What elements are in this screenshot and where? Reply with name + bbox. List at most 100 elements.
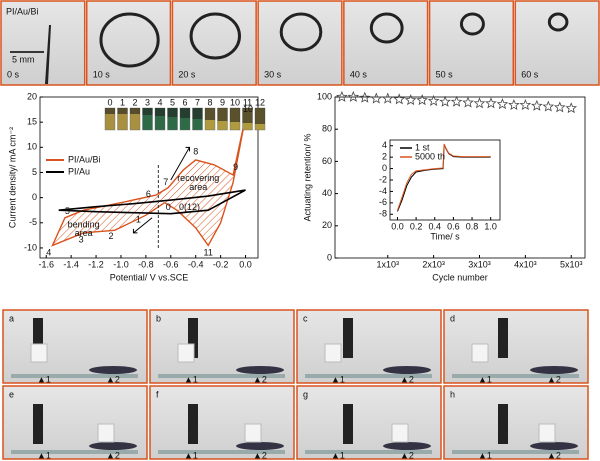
x-axis-label: Time/ s — [430, 231, 460, 241]
star-marker — [450, 95, 463, 107]
y-tick-label: 20 — [322, 220, 332, 230]
legend-label: 5000 th — [415, 151, 445, 161]
star-marker — [462, 96, 474, 108]
gripper — [188, 318, 198, 358]
film-ring — [189, 12, 241, 60]
platform — [11, 374, 138, 378]
y-tick-label: 100 — [317, 91, 332, 101]
y-tick-label: 80 — [322, 124, 332, 134]
arrow — [170, 146, 190, 181]
arrow — [132, 217, 153, 234]
star-marker — [485, 97, 497, 109]
legend-label: PI/Au/Bi — [68, 154, 101, 164]
target-block — [89, 442, 137, 450]
target-block — [530, 366, 578, 374]
star-marker — [553, 101, 566, 113]
star-marker — [393, 93, 406, 105]
star-marker — [370, 92, 382, 104]
marker-label: ▲1 — [37, 450, 51, 460]
y-tick-label: 0 — [32, 192, 37, 202]
star-marker — [404, 94, 417, 106]
object — [30, 343, 48, 363]
annotation: area — [189, 182, 207, 192]
gripper — [33, 318, 43, 358]
platform — [452, 450, 579, 454]
x-tick-label: 4x10³ — [514, 259, 537, 269]
y-tick-label: 60 — [322, 156, 332, 166]
annotation: 0(12) — [179, 202, 200, 212]
annotation: recovering — [177, 173, 219, 183]
platform — [452, 374, 579, 378]
x-tick-label: 0.2 — [410, 221, 423, 231]
legend-label: 1 st — [415, 142, 430, 152]
gripper — [498, 318, 508, 358]
marker-label: ▲2 — [400, 374, 414, 384]
strip-number: 0 — [107, 97, 112, 107]
star-marker — [347, 90, 360, 102]
x-axis-label: Potential/ V vs.SCE — [110, 272, 189, 282]
platform — [158, 450, 285, 454]
panel-letter: c — [303, 313, 308, 323]
x-tick-label: 1x10³ — [376, 259, 399, 269]
star-marker — [519, 99, 532, 110]
strip-number: 6 — [182, 97, 187, 107]
object — [177, 343, 195, 363]
time-label: 0 s — [7, 69, 20, 79]
x-tick-label: 0.0 — [239, 259, 252, 269]
time-label: 40 s — [350, 69, 368, 79]
panel-letter: b — [156, 313, 161, 323]
marker-label: ▲2 — [106, 374, 120, 384]
strip-top — [130, 108, 140, 114]
annotation: 10 — [243, 104, 253, 114]
x-tick-label: 0.4 — [428, 221, 441, 231]
strip-top — [155, 108, 165, 116]
object — [244, 423, 262, 443]
time-label: 10 s — [93, 69, 111, 79]
film-ring — [547, 12, 569, 32]
x-axis-label: Cycle number — [432, 272, 488, 282]
marker-label: ▲2 — [253, 374, 267, 384]
annotation: area — [75, 228, 93, 238]
y-axis-label: Current density/ mA cm⁻² — [7, 127, 17, 228]
legend-label: PI/Au — [68, 166, 90, 176]
strip-number: 1 — [120, 97, 125, 107]
star-marker — [531, 99, 543, 111]
x-tick-label: -1.4 — [63, 259, 79, 269]
strip-top — [205, 108, 215, 120]
star-marker — [439, 95, 451, 107]
x-tick-label: 0.8 — [466, 221, 479, 231]
x-tick-label: -1.2 — [88, 259, 104, 269]
star-marker — [542, 100, 555, 112]
annotation: 3 — [79, 234, 84, 244]
star-marker — [565, 102, 578, 114]
target-block — [383, 366, 431, 374]
star-marker — [508, 99, 520, 110]
marker-label: ▲2 — [547, 450, 561, 460]
time-label: 50 s — [436, 69, 454, 79]
star-marker — [336, 90, 348, 102]
gripper — [33, 404, 43, 444]
marker-label: ▲2 — [253, 450, 267, 460]
annotation: 1 — [136, 215, 141, 225]
object — [538, 423, 556, 443]
bending-hatch — [52, 117, 246, 246]
film-strip — [45, 25, 51, 84]
annotation: bending — [68, 220, 100, 230]
gripper — [343, 318, 353, 358]
y-tick-label: 20 — [27, 91, 37, 101]
y-tick-label: 10 — [27, 142, 37, 152]
star-marker — [496, 98, 509, 110]
target-block — [530, 442, 578, 450]
x-tick-label: 0.6 — [447, 221, 460, 231]
series-line — [58, 189, 246, 215]
strip-top — [167, 108, 178, 117]
x-tick-label: -0.6 — [163, 259, 179, 269]
object — [97, 423, 115, 443]
y-tick-label: -5 — [29, 217, 37, 227]
strip-number: 8 — [207, 97, 212, 107]
gripper — [188, 404, 198, 444]
marker-label: ▲2 — [400, 450, 414, 460]
series-line — [397, 143, 491, 211]
target-block — [236, 366, 284, 374]
gripper — [498, 404, 508, 444]
